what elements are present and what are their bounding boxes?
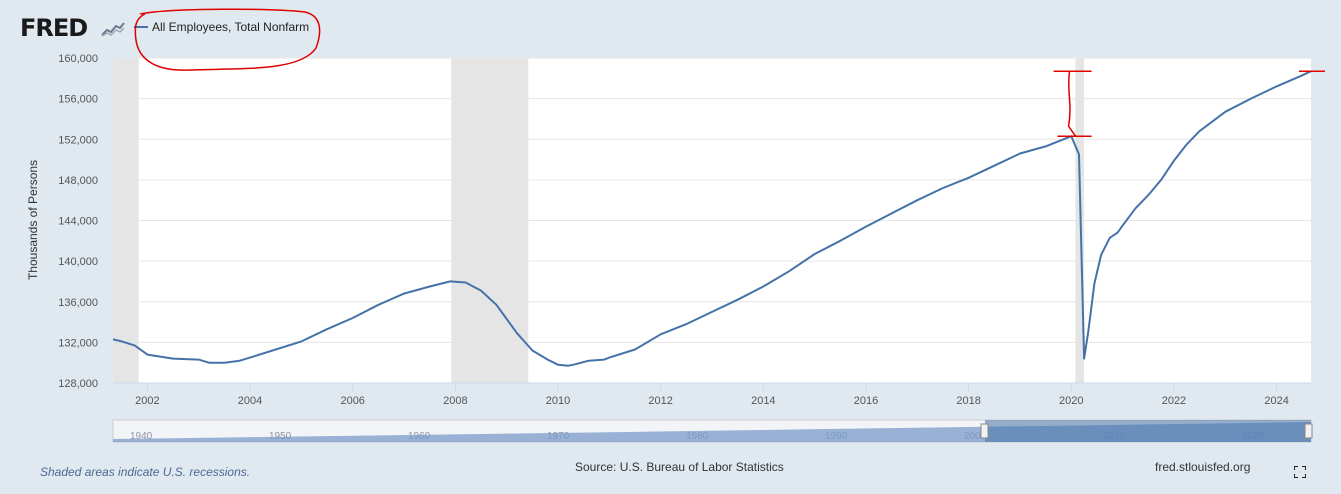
- y-tick-label: 128,000: [58, 378, 98, 390]
- navigator-selection[interactable]: [985, 420, 1311, 442]
- x-tick-label: 2016: [854, 395, 878, 407]
- source-label: Source: U.S. Bureau of Labor Statistics: [575, 460, 784, 474]
- navigator-year-label: 1950: [269, 431, 292, 442]
- chart-trend-icon: [100, 20, 126, 38]
- y-tick-label: 144,000: [58, 216, 98, 228]
- recession-note: Shaded areas indicate U.S. recessions.: [40, 465, 251, 479]
- annotation-legend-circle: [134, 8, 321, 71]
- legend-series-label: All Employees, Total Nonfarm: [152, 20, 310, 34]
- navigator-year-label: 1940: [130, 431, 153, 442]
- x-tick-label: 2018: [956, 395, 980, 407]
- x-tick-label: 2004: [238, 395, 262, 407]
- y-tick-label: 152,000: [58, 134, 98, 146]
- x-tick-label: 2010: [546, 395, 570, 407]
- x-tick-label: 2002: [135, 395, 159, 407]
- site-label[interactable]: fred.stlouisfed.org: [1155, 460, 1251, 474]
- y-tick-label: 160,000: [58, 53, 98, 65]
- navigator-handle-right[interactable]: [1304, 423, 1313, 439]
- x-tick-label: 2014: [751, 395, 775, 407]
- x-tick-label: 2012: [648, 395, 672, 407]
- y-tick-label: 140,000: [58, 256, 98, 268]
- x-tick-label: 2006: [340, 395, 364, 407]
- fred-logo[interactable]: FRED: [20, 14, 88, 42]
- y-tick-label: 156,000: [58, 94, 98, 106]
- y-tick-label: 148,000: [58, 175, 98, 187]
- fullscreen-icon[interactable]: [1294, 466, 1306, 478]
- x-tick-label: 2020: [1059, 395, 1083, 407]
- y-tick-label: 136,000: [58, 297, 98, 309]
- series-line[interactable]: [112, 70, 1312, 367]
- chart-legend[interactable]: All Employees, Total Nonfarm: [134, 20, 309, 34]
- x-tick-label: 2024: [1264, 395, 1288, 407]
- x-tick-label: 2008: [443, 395, 467, 407]
- x-tick-label: 2022: [1162, 395, 1186, 407]
- legend-line-swatch: [134, 26, 148, 28]
- annotation-connector: [1067, 71, 1077, 137]
- y-tick-label: 132,000: [58, 337, 98, 349]
- y-axis-label: Thousands of Persons: [26, 160, 40, 280]
- navigator-handle-left[interactable]: [980, 423, 989, 439]
